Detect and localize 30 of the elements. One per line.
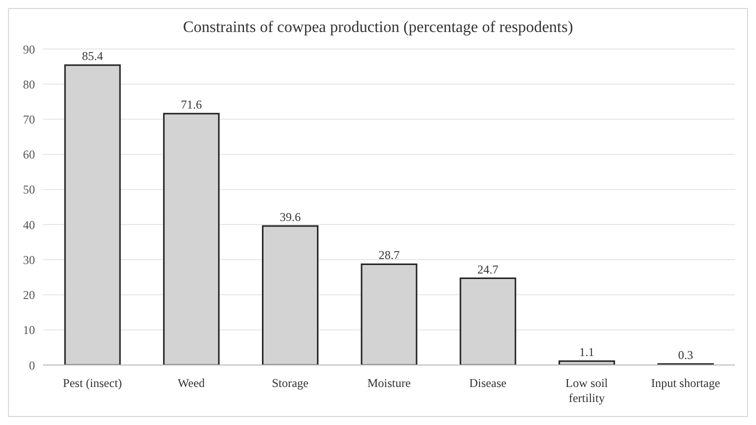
y-tick-label: 20 (23, 288, 35, 302)
chart-title: Constraints of cowpea production (percentage of respodents) (182, 19, 574, 37)
data-label: 85.4 (82, 49, 103, 64)
x-tick-label: Weed (178, 376, 205, 390)
data-label: 28.7 (378, 248, 400, 262)
data-label: 71.6 (180, 98, 202, 112)
bar (262, 225, 318, 365)
x-tick-label: Pest (insect) (62, 376, 122, 390)
y-tick-label: 70 (23, 112, 35, 126)
data-label: 1.1 (579, 345, 594, 360)
y-tick-label: 50 (23, 182, 35, 197)
bar (64, 64, 121, 365)
x-tick-label: Storage (272, 376, 308, 390)
y-tick-label: 80 (23, 77, 35, 92)
y-tick-label: 10 (23, 323, 35, 338)
bar (360, 263, 418, 365)
y-tick-label: 30 (23, 252, 35, 267)
bar (163, 112, 220, 365)
x-tick-label: Disease (469, 376, 507, 390)
x-tick-label: Moisture (367, 376, 411, 390)
y-tick-label: 90 (23, 42, 35, 56)
data-label: 39.6 (280, 210, 301, 224)
y-tick-label: 40 (23, 218, 35, 232)
data-label: 24.7 (477, 262, 498, 276)
data-label: 0.3 (678, 348, 694, 362)
x-tick-label: Low soil fertility (566, 376, 609, 405)
y-tick-label: 60 (23, 148, 35, 162)
y-tick-label: 0 (29, 358, 35, 372)
x-tick-label: Input shortage (651, 376, 720, 390)
bar (460, 278, 516, 365)
